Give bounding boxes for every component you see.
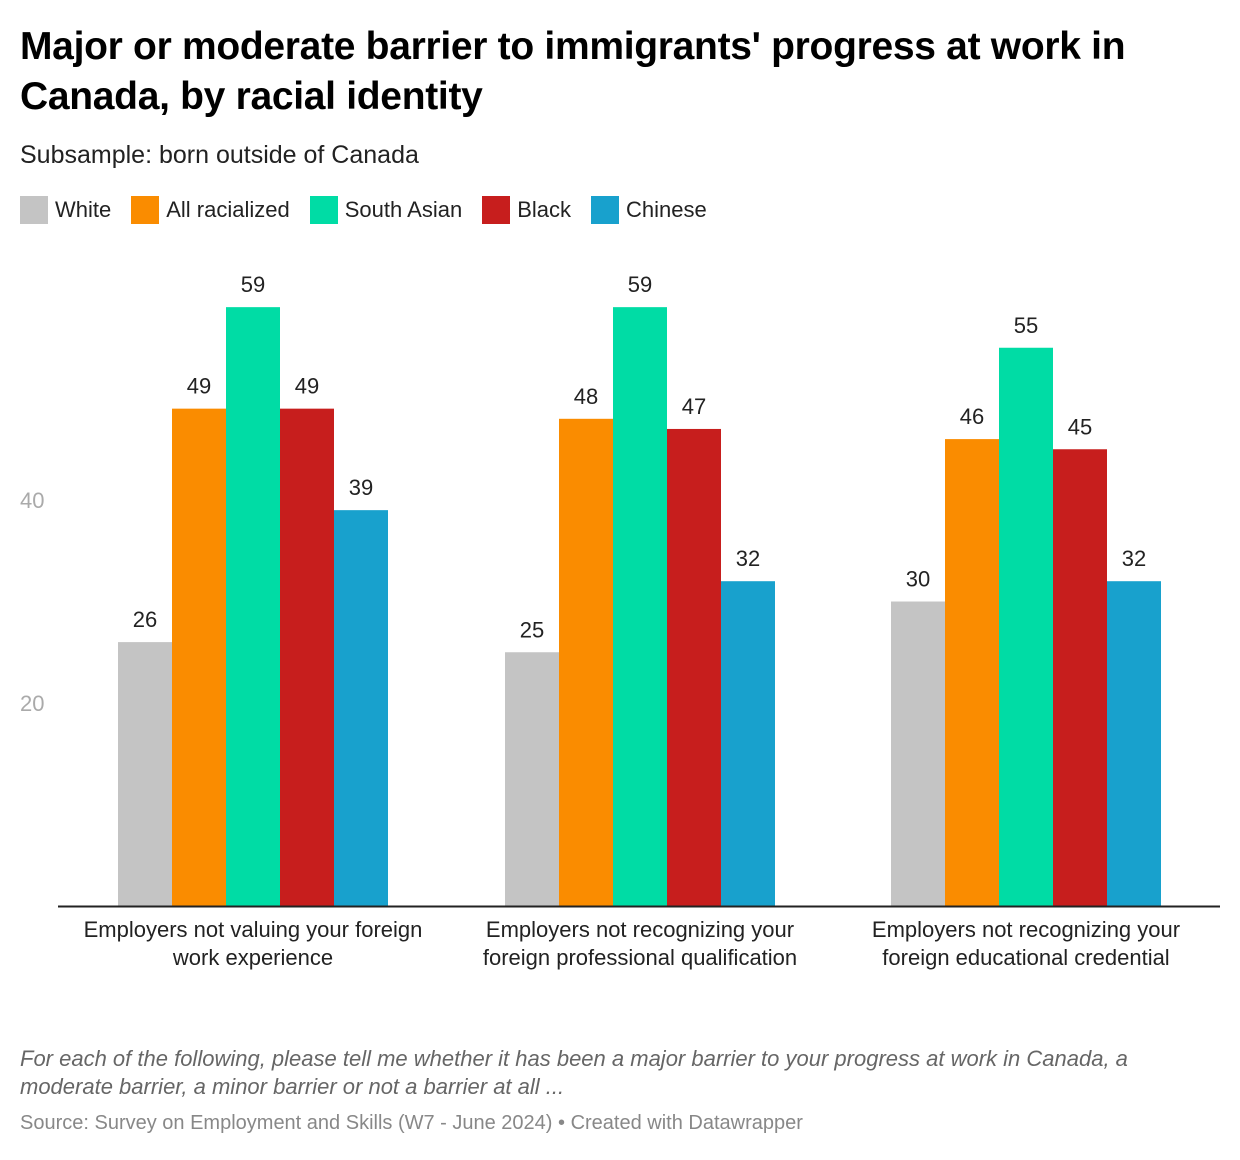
legend: White All racialized South Asian Black Chine… [20, 196, 727, 224]
bar [118, 642, 172, 906]
legend-swatch [131, 196, 160, 224]
x-category-label: Employers not valuing your foreign work … [83, 917, 423, 970]
legend-swatch [590, 196, 619, 224]
bar [1053, 449, 1107, 906]
data-label: 55 [1014, 313, 1038, 338]
bar [999, 347, 1053, 906]
data-label: 30 [906, 567, 930, 592]
data-label: 46 [960, 404, 984, 429]
data-label: 49 [187, 374, 211, 399]
bar [334, 510, 388, 906]
data-label: 39 [349, 475, 373, 500]
bar [172, 408, 226, 906]
legend-label: South Asian [344, 197, 463, 222]
chart-subtitle: Subsample: born outside of Canada [20, 141, 419, 169]
legend-item: South Asian [309, 196, 463, 224]
data-label: 32 [736, 546, 760, 571]
legend-label: Chinese [625, 197, 707, 222]
x-category-label: Employers not recognizing your foreign e… [871, 917, 1181, 970]
legend-item: All racialized [131, 196, 290, 224]
legend-item: White [20, 196, 111, 224]
legend-swatch [482, 196, 511, 224]
legend-item: Black [482, 196, 571, 224]
bar [613, 307, 667, 906]
data-label: 32 [1122, 546, 1146, 571]
bar [945, 439, 999, 906]
data-label: 45 [1068, 414, 1092, 439]
bar [226, 307, 280, 906]
chart-notes: For each of the following, please tell m… [20, 1046, 1128, 1099]
chart-source: Source: Survey on Employment and Skills … [20, 1112, 803, 1134]
bar [505, 652, 559, 906]
legend-swatch [20, 196, 48, 224]
legend-label: Black [517, 197, 571, 222]
data-label: 48 [574, 384, 598, 409]
legend-label: All racialized [166, 197, 290, 222]
data-label: 49 [295, 374, 319, 399]
data-label: 47 [682, 394, 706, 419]
legend-swatch [309, 196, 338, 224]
y-tick-label: 20 [20, 691, 44, 716]
chart-title: Major or moderate barrier to immigrants'… [20, 25, 1126, 118]
data-label: 59 [628, 272, 652, 297]
legend-label: White [55, 197, 112, 222]
bar [280, 408, 334, 906]
bar [891, 601, 945, 906]
bar [721, 581, 775, 906]
bar [1107, 581, 1161, 906]
legend-item: Chinese [590, 196, 707, 224]
data-label: 25 [520, 617, 544, 642]
data-label: 59 [241, 272, 265, 297]
bar [559, 418, 613, 906]
y-tick-label: 40 [20, 488, 44, 513]
data-label: 26 [133, 607, 157, 632]
x-category-label: Employers not recognizing your foreign p… [482, 917, 798, 970]
bar [667, 428, 721, 906]
